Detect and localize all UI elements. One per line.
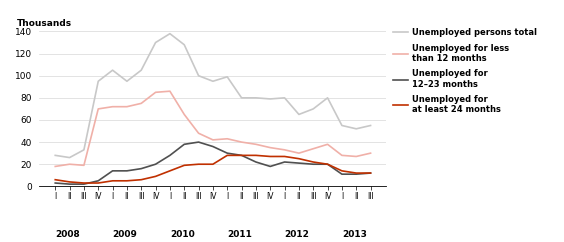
Text: 2013: 2013 bbox=[342, 230, 367, 239]
Legend: Unemployed persons total, Unemployed for less
than 12 months, Unemployed for
12–: Unemployed persons total, Unemployed for… bbox=[393, 28, 537, 114]
Text: 2012: 2012 bbox=[285, 230, 310, 239]
Text: 2008: 2008 bbox=[55, 230, 80, 239]
Text: Thousands: Thousands bbox=[17, 19, 72, 28]
Text: 2010: 2010 bbox=[170, 230, 195, 239]
Text: 2011: 2011 bbox=[227, 230, 252, 239]
Text: 2009: 2009 bbox=[113, 230, 138, 239]
